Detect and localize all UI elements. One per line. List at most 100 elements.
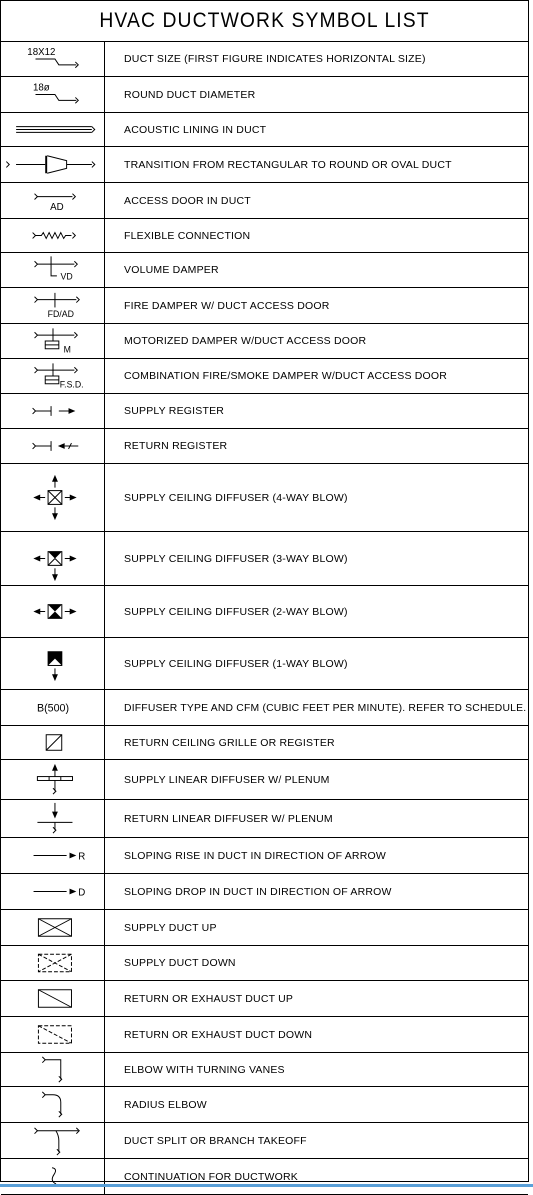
return-duct-up-symbol-icon bbox=[1, 981, 105, 1016]
symbol-description: SUPPLY LINEAR DIFFUSER W/ PLENUM bbox=[124, 773, 330, 786]
svg-text:AD: AD bbox=[50, 202, 64, 213]
symbol-description: SUPPLY CEILING DIFFUSER (3-WAY BLOW) bbox=[124, 552, 348, 565]
duct-split-symbol-icon bbox=[1, 1123, 105, 1158]
symbol-row-access-door: AD ACCESS DOOR IN DUCT bbox=[1, 183, 528, 219]
svg-text:B(500): B(500) bbox=[37, 702, 69, 714]
window-bottom-edge bbox=[0, 1184, 533, 1187]
symbol-description: DUCT SIZE (FIRST FIGURE INDICATES HORIZO… bbox=[124, 53, 426, 65]
symbol-row-supply-linear: SUPPLY LINEAR DIFFUSER W/ PLENUM bbox=[1, 760, 528, 800]
access-door-symbol-icon: AD bbox=[1, 183, 105, 218]
symbol-row-supply-register: SUPPLY REGISTER bbox=[1, 394, 528, 429]
symbol-row-return-grille: RETURN CEILING GRILLE OR REGISTER bbox=[1, 726, 528, 760]
symbol-description: COMBINATION FIRE/SMOKE DAMPER W/DUCT ACC… bbox=[124, 370, 448, 382]
svg-text:M: M bbox=[64, 345, 71, 355]
sloping-rise-symbol-icon: R bbox=[1, 838, 105, 873]
symbol-row-diffuser-type: B(500) DIFFUSER TYPE AND CFM (CUBIC FEET … bbox=[1, 690, 528, 726]
symbol-description: SUPPLY CEILING DIFFUSER (2-WAY BLOW) bbox=[124, 605, 348, 618]
supply-register-symbol-icon bbox=[1, 394, 105, 428]
page-title: HVAC DUCTWORK SYMBOL LIST bbox=[1, 1, 528, 42]
symbol-row-motorized-damper: M MOTORIZED DAMPER W/DUCT ACCESS DOOR bbox=[1, 324, 528, 359]
symbol-description: ELBOW WITH TURNING VANES bbox=[124, 1063, 285, 1076]
symbol-description: SLOPING RISE IN DUCT IN DIRECTION OF ARR… bbox=[124, 849, 386, 862]
symbol-description: ROUND DUCT DIAMETER bbox=[124, 88, 256, 101]
symbol-row-volume-damper: VD VOLUME DAMPER bbox=[1, 253, 528, 288]
symbol-row-duct-size: 18X12 DUCT SIZE (FIRST FIGURE INDICATES H… bbox=[1, 42, 528, 77]
symbol-row-diffuser-2way: SUPPLY CEILING DIFFUSER (2-WAY BLOW) bbox=[1, 586, 528, 638]
symbol-row-diffuser-3way: SUPPLY CEILING DIFFUSER (3-WAY BLOW) bbox=[1, 532, 528, 586]
radius-elbow-symbol-icon bbox=[1, 1087, 105, 1122]
symbol-row-round-duct: 18ø ROUND DUCT DIAMETER bbox=[1, 77, 528, 113]
acoustic-lining-symbol-icon bbox=[1, 113, 105, 146]
symbol-description: TRANSITION FROM RECTANGULAR TO ROUND OR … bbox=[124, 158, 452, 171]
svg-text:VD: VD bbox=[61, 272, 73, 282]
fire-damper-symbol-icon: FD/AD bbox=[1, 288, 105, 323]
symbol-description: RETURN LINEAR DIFFUSER W/ PLENUM bbox=[124, 812, 333, 825]
symbol-description: VOLUME DAMPER bbox=[124, 264, 219, 276]
diffuser-4way-symbol-icon bbox=[1, 464, 105, 531]
symbol-row-return-register: RETURN REGISTER bbox=[1, 429, 528, 464]
symbol-description: RETURN CEILING GRILLE OR REGISTER bbox=[124, 736, 335, 749]
transition-symbol-icon bbox=[1, 147, 105, 182]
svg-text:FD/AD: FD/AD bbox=[48, 309, 74, 319]
diffuser-1way-symbol-icon bbox=[1, 638, 105, 689]
symbol-description: SUPPLY DUCT DOWN bbox=[124, 957, 236, 969]
symbol-row-diffuser-1way: SUPPLY CEILING DIFFUSER (1-WAY BLOW) bbox=[1, 638, 528, 690]
symbol-row-sloping-drop: D SLOPING DROP IN DUCT IN DIRECTION OF AR… bbox=[1, 874, 528, 910]
symbol-row-radius-elbow: RADIUS ELBOW bbox=[1, 1087, 528, 1123]
sloping-drop-symbol-icon: D bbox=[1, 874, 105, 909]
symbol-description: SLOPING DROP IN DUCT IN DIRECTION OF ARR… bbox=[124, 885, 392, 898]
svg-text:F.S.D.: F.S.D. bbox=[60, 380, 84, 390]
motorized-damper-symbol-icon: M bbox=[1, 324, 105, 358]
elbow-vanes-symbol-icon bbox=[1, 1053, 105, 1086]
symbol-description: FLEXIBLE CONNECTION bbox=[124, 229, 251, 242]
symbol-description: ACCESS DOOR IN DUCT bbox=[124, 194, 251, 207]
symbol-row-sloping-rise: R SLOPING RISE IN DUCT IN DIRECTION OF AR… bbox=[1, 838, 528, 874]
return-grille-symbol-icon bbox=[1, 726, 105, 759]
symbol-description: ACOUSTIC LINING IN DUCT bbox=[124, 123, 267, 136]
svg-text:D: D bbox=[78, 887, 85, 898]
diffuser-2way-symbol-icon bbox=[1, 586, 105, 637]
return-linear-symbol-icon bbox=[1, 800, 105, 837]
svg-text:18ø: 18ø bbox=[33, 83, 50, 94]
supply-linear-symbol-icon bbox=[1, 760, 105, 799]
flexible-connection-symbol-icon bbox=[1, 219, 105, 252]
symbol-description: SUPPLY CEILING DIFFUSER (4-WAY BLOW) bbox=[124, 491, 348, 504]
symbol-row-return-duct-down: RETURN OR EXHAUST DUCT DOWN bbox=[1, 1017, 528, 1053]
fire-smoke-damper-symbol-icon: F.S.D. bbox=[1, 359, 105, 393]
symbol-description: RETURN OR EXHAUST DUCT DOWN bbox=[124, 1028, 313, 1041]
volume-damper-symbol-icon: VD bbox=[1, 253, 105, 287]
symbol-description: DIFFUSER TYPE AND CFM (CUBIC FEET PER MI… bbox=[124, 701, 527, 714]
symbol-row-fire-damper: FD/AD FIRE DAMPER W/ DUCT ACCESS DOOR bbox=[1, 288, 528, 324]
symbol-description: SUPPLY CEILING DIFFUSER (1-WAY BLOW) bbox=[124, 657, 348, 670]
supply-duct-down-symbol-icon bbox=[1, 946, 105, 980]
symbol-description: RETURN REGISTER bbox=[124, 440, 228, 452]
supply-duct-up-symbol-icon bbox=[1, 910, 105, 945]
diffuser-type-symbol-icon: B(500) bbox=[1, 690, 105, 725]
symbol-description: RADIUS ELBOW bbox=[124, 1098, 207, 1111]
symbol-description: MOTORIZED DAMPER W/DUCT ACCESS DOOR bbox=[124, 335, 367, 347]
symbol-row-diffuser-4way: SUPPLY CEILING DIFFUSER (4-WAY BLOW) bbox=[1, 464, 528, 532]
symbol-row-fire-smoke-damper: F.S.D. COMBINATION FIRE/SMOKE DAMPER W/DU… bbox=[1, 359, 528, 394]
duct-size-symbol-icon: 18X12 bbox=[1, 42, 105, 76]
symbol-row-elbow-vanes: ELBOW WITH TURNING VANES bbox=[1, 1053, 528, 1087]
symbol-row-supply-duct-up: SUPPLY DUCT UP bbox=[1, 910, 528, 946]
symbol-row-continuation: CONTINUATION FOR DUCTWORK bbox=[1, 1159, 528, 1195]
svg-text:18X12: 18X12 bbox=[27, 47, 55, 58]
symbol-row-return-linear: RETURN LINEAR DIFFUSER W/ PLENUM bbox=[1, 800, 528, 838]
diffuser-3way-symbol-icon bbox=[1, 532, 105, 585]
symbol-row-return-duct-up: RETURN OR EXHAUST DUCT UP bbox=[1, 981, 528, 1017]
symbol-row-duct-split: DUCT SPLIT OR BRANCH TAKEOFF bbox=[1, 1123, 528, 1159]
symbol-row-flexible-connection: FLEXIBLE CONNECTION bbox=[1, 219, 528, 253]
symbol-description: SUPPLY DUCT UP bbox=[124, 921, 217, 934]
symbol-row-acoustic-lining: ACOUSTIC LINING IN DUCT bbox=[1, 113, 528, 147]
round-duct-symbol-icon: 18ø bbox=[1, 77, 105, 112]
svg-text:R: R bbox=[78, 851, 85, 862]
symbol-row-supply-duct-down: SUPPLY DUCT DOWN bbox=[1, 946, 528, 981]
symbol-description: SUPPLY REGISTER bbox=[124, 405, 225, 417]
symbol-description: FIRE DAMPER W/ DUCT ACCESS DOOR bbox=[124, 299, 330, 312]
symbol-description: CONTINUATION FOR DUCTWORK bbox=[124, 1170, 298, 1183]
symbol-description: RETURN OR EXHAUST DUCT UP bbox=[124, 992, 294, 1005]
return-register-symbol-icon bbox=[1, 429, 105, 463]
return-duct-down-symbol-icon bbox=[1, 1017, 105, 1052]
